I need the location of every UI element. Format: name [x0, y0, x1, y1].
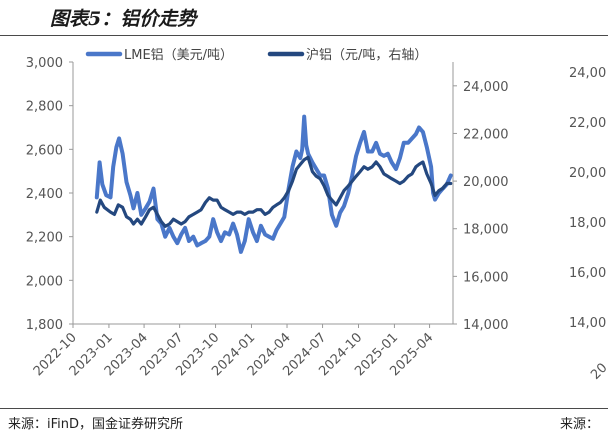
left-axis-tick-label: 2,400: [26, 187, 63, 202]
aluminium-price-chart: 1,800 2,000 2,200 2,400 2,600 2,800 3,000 14,00…: [26, 47, 608, 383]
bottom-divider: [0, 408, 608, 409]
left-axis-tick-label: 2,800: [26, 100, 63, 115]
source-note-right: 来源：: [560, 417, 600, 432]
left-axis-tick-label: 2,000: [26, 274, 63, 289]
right-axis-tick-label: 22,000: [463, 127, 509, 142]
cropped-panel-tick-label: 24,00: [569, 66, 606, 81]
top-divider: [0, 35, 608, 36]
series-line-shfe: [95, 155, 453, 228]
legend-label-lme: LME铝（美元/吨）: [124, 48, 233, 63]
left-axis-tick-label: 2,200: [26, 231, 63, 246]
cropped-panel-x-label: 20: [588, 361, 608, 383]
cropped-panel-tick-label: 22,00: [569, 116, 606, 131]
right-axis-tick-label: 14,000: [463, 318, 509, 333]
cropped-panel-tick-label: 14,00: [569, 316, 606, 331]
right-axis-tick-label: 20,000: [463, 175, 509, 190]
cropped-panel-tick-label: 20,00: [569, 166, 606, 181]
left-axis-tick-label: 3,000: [26, 56, 63, 71]
cropped-panel-tick-label: 18,00: [569, 216, 606, 231]
legend-label-shfe: 沪铝（元/吨，右轴）: [306, 47, 427, 63]
cropped-panel-tick-label: 16,00: [569, 266, 606, 281]
figure-title: 图表5：铝价走势: [50, 8, 197, 30]
left-axis-tick-label: 1,800: [26, 318, 63, 333]
left-axis-tick-label: 2,600: [26, 143, 63, 158]
source-note: 来源：iFinD，国金证券研究所: [8, 417, 184, 432]
right-axis-tick-label: 16,000: [463, 270, 509, 285]
right-axis-tick-label: 24,000: [463, 80, 509, 95]
right-axis-tick-label: 18,000: [463, 223, 509, 238]
series-line-lme: [94, 114, 453, 254]
